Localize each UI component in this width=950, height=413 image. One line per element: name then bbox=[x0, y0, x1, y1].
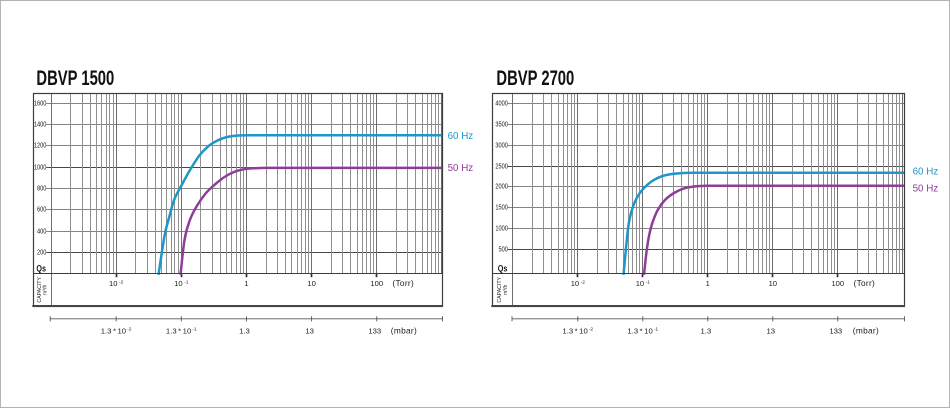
svg-text:600: 600 bbox=[37, 207, 47, 214]
svg-text:200: 200 bbox=[37, 250, 47, 257]
svg-text:133: 133 bbox=[829, 326, 842, 335]
svg-text:Qs: Qs bbox=[36, 264, 46, 274]
svg-text:3000: 3000 bbox=[495, 143, 508, 150]
svg-text:1.3: 1.3 bbox=[700, 326, 711, 335]
svg-text:1.3 * 10: 1.3 * 10 bbox=[627, 326, 652, 335]
svg-text:CAPACITY: CAPACITY bbox=[497, 276, 503, 302]
svg-text:Qs: Qs bbox=[498, 264, 508, 274]
svg-text:CAPACITY: CAPACITY bbox=[37, 277, 43, 303]
svg-text:1000: 1000 bbox=[495, 226, 508, 233]
svg-text:1.3 * 10: 1.3 * 10 bbox=[101, 326, 126, 335]
svg-text:1200: 1200 bbox=[34, 143, 47, 150]
svg-text:500: 500 bbox=[499, 247, 509, 254]
svg-text:(Torr): (Torr) bbox=[854, 278, 876, 288]
svg-text:50 Hz: 50 Hz bbox=[448, 163, 474, 174]
svg-text:1600: 1600 bbox=[34, 101, 47, 108]
svg-text:10: 10 bbox=[571, 279, 579, 288]
svg-text:2000: 2000 bbox=[495, 184, 508, 191]
svg-text:800: 800 bbox=[37, 186, 47, 193]
svg-text:100: 100 bbox=[831, 279, 844, 288]
svg-text:100: 100 bbox=[370, 279, 383, 288]
svg-text:1: 1 bbox=[706, 279, 710, 288]
svg-text:1500: 1500 bbox=[495, 205, 508, 212]
svg-text:1000: 1000 bbox=[34, 165, 47, 172]
svg-text:13: 13 bbox=[305, 326, 314, 335]
svg-text:10: 10 bbox=[109, 279, 117, 288]
svg-text:(mbar): (mbar) bbox=[391, 325, 417, 335]
svg-text:4000: 4000 bbox=[495, 101, 508, 108]
svg-text:-1: -1 bbox=[192, 327, 197, 333]
svg-text:-1: -1 bbox=[646, 279, 651, 285]
svg-text:10: 10 bbox=[636, 279, 644, 288]
svg-text:1.3 * 10: 1.3 * 10 bbox=[562, 326, 587, 335]
svg-text:50 Hz: 50 Hz bbox=[913, 184, 939, 195]
svg-text:-2: -2 bbox=[119, 279, 124, 285]
svg-text:-2: -2 bbox=[581, 279, 586, 285]
svg-text:m³/h: m³/h bbox=[503, 284, 509, 294]
svg-text:60 Hz: 60 Hz bbox=[448, 131, 474, 142]
svg-text:(mbar): (mbar) bbox=[853, 325, 879, 335]
svg-text:-1: -1 bbox=[184, 279, 189, 285]
svg-text:(Torr): (Torr) bbox=[392, 278, 414, 288]
svg-text:m³/h: m³/h bbox=[43, 285, 49, 295]
svg-text:400: 400 bbox=[37, 229, 47, 236]
svg-text:1400: 1400 bbox=[34, 122, 47, 129]
svg-text:-2: -2 bbox=[589, 327, 594, 333]
svg-text:10: 10 bbox=[174, 279, 182, 288]
svg-text:10: 10 bbox=[769, 279, 777, 288]
svg-text:13: 13 bbox=[767, 326, 776, 335]
svg-text:1.3 * 10: 1.3 * 10 bbox=[166, 326, 191, 335]
svg-text:2500: 2500 bbox=[495, 164, 508, 171]
svg-text:DBVP 2700: DBVP 2700 bbox=[496, 66, 574, 89]
svg-text:-2: -2 bbox=[127, 327, 132, 333]
svg-text:10: 10 bbox=[307, 279, 315, 288]
svg-text:3500: 3500 bbox=[495, 122, 508, 129]
svg-text:133: 133 bbox=[368, 326, 381, 335]
svg-text:-1: -1 bbox=[654, 327, 659, 333]
svg-text:1.3: 1.3 bbox=[239, 326, 250, 335]
svg-text:1: 1 bbox=[244, 279, 248, 288]
svg-text:DBVP 1500: DBVP 1500 bbox=[36, 66, 114, 89]
svg-text:60 Hz: 60 Hz bbox=[913, 167, 939, 178]
